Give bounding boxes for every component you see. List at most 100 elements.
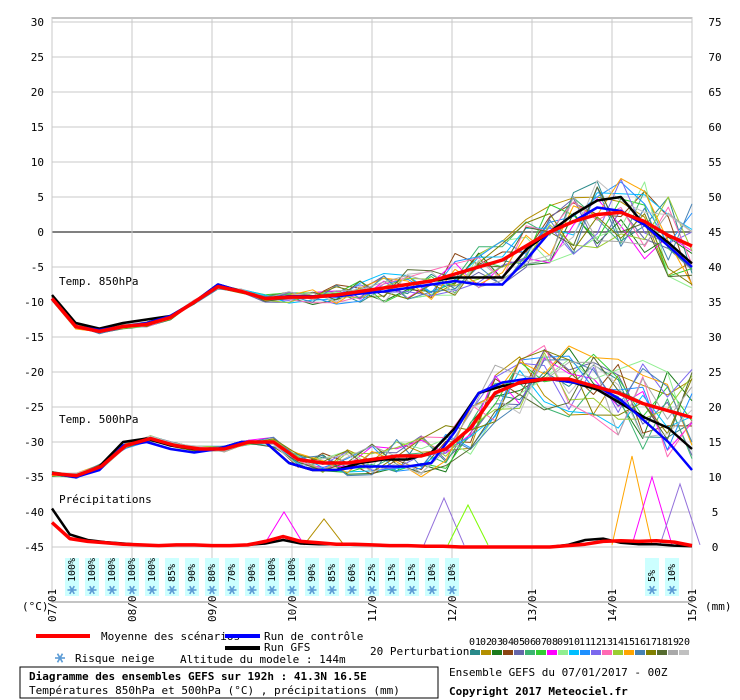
snowflake-center [350,588,354,592]
axes: 302520151050-5-10-15-20-25-30-35-40-4575… [24,16,722,622]
perturbation-id: 11 [579,637,591,648]
perturbation-swatch [470,650,480,655]
legend-mean-label: Moyenne des scénarios [101,630,240,643]
y-tick-label-right: 65 [708,86,721,99]
perturbation-id: 02 [480,637,492,648]
y-tick-label-left: 20 [31,86,44,99]
snowflake-center [210,588,214,592]
snowflake-center [450,588,454,592]
snowflake-icon [127,585,137,595]
y-tick-label-right: 5 [712,506,719,519]
altitude-label: Altitude du modele : 144m [180,653,346,666]
snowflake-icon [447,585,457,595]
snow-risk-pct: 15% [387,564,398,582]
snowflake-center [410,588,414,592]
snowflake-icon [327,585,337,595]
perturbation-t500-line [52,355,693,476]
snow-risk-box [325,558,339,596]
y-tick-label-left: -45 [24,541,44,554]
snow-risk-box [445,558,459,596]
snow-risk-box [645,558,659,596]
snowflake-icon [247,585,257,595]
perturbation-swatch [481,650,491,655]
snow-risk-box [185,558,199,596]
snowflake-icon [207,585,217,595]
perturbation-precip-spike [303,518,345,546]
snowflake-center [70,588,74,592]
snow-risk-pct: 100% [127,558,138,582]
perturbation-id: 08 [546,637,558,648]
snow-risk-pct: 85% [327,564,338,582]
snow-risk-box [285,558,299,596]
snow-risk-pct: 25% [367,564,378,582]
perturbation-swatch [624,650,634,655]
y-tick-label-right: 40 [708,261,721,274]
perturbation-precip-spike [611,455,653,546]
snow-risk-pct: 100% [267,558,278,582]
snowflake-center [250,588,254,592]
perturbation-id: 20 [678,637,690,648]
snow-risk-box [405,558,419,596]
x-tick-label: 10/01 [286,589,299,622]
y-tick-label-right: 75 [708,16,721,29]
perturbation-swatch [635,650,645,655]
perturbation-id: 19 [667,637,679,648]
perturbation-swatch [679,650,689,655]
perturbation-id: 06 [524,637,536,648]
snowflake-center [230,588,234,592]
snow-risk-pct: 100% [67,558,78,582]
y-tick-label-right: 45 [708,226,721,239]
section-label-t500: Temp. 500hPa [59,413,138,426]
snowflake-center [370,588,374,592]
snowflake-icon [427,585,437,595]
t850-mean-line [50,210,693,334]
snowflake-icon [67,585,77,595]
snow-risk-pct: 100% [107,558,118,582]
y-tick-label-right: 30 [708,331,721,344]
snowflake-center [650,588,654,592]
perturbation-id: 15 [623,637,635,648]
snowflake-icon [87,585,97,595]
y-tick-label-left: 15 [31,121,44,134]
grid [51,17,693,603]
snowflake-center [190,588,194,592]
y-tick-label-right: 35 [708,296,721,309]
perturbation-swatch [514,650,524,655]
snow-risk-box [85,558,99,596]
y-tick-label-right: 0 [712,541,719,554]
snowflake-icon [667,585,677,595]
snow-risk-pct: 10% [667,564,678,582]
snow-risk-pct: 15% [407,564,418,582]
snow-risk-pct: 80% [207,564,218,582]
right-axis-unit: (mm) [705,600,732,613]
snow-risk-box [385,558,399,596]
y-tick-label-left: -15 [24,331,44,344]
snowflake-center [290,588,294,592]
snowflake-icon [147,585,157,595]
snowflake-icon [107,585,117,595]
x-tick-label: 12/01 [446,589,459,622]
perturbation-id: 03 [491,637,503,648]
perturbation-id: 05 [513,637,525,648]
snow-risk-pct: 85% [167,564,178,582]
snow-risk-box [305,558,319,596]
snow-risk-pct: 90% [307,564,318,582]
snowflake-center [110,588,114,592]
y-tick-label-right: 55 [708,156,721,169]
snowflake-center [670,588,674,592]
perturbation-id: 07 [535,637,547,648]
y-tick-label-right: 60 [708,121,721,134]
snowflake-icon [55,653,65,663]
perturbation-swatch [580,650,590,655]
snow-risk-box [365,558,379,596]
y-tick-label-left: -25 [24,401,44,414]
perturbation-id: 09 [557,637,569,648]
perturbation-id: 14 [612,637,624,648]
x-tick-label: 13/01 [526,589,539,622]
perturbation-swatch [558,650,568,655]
snowflake-center [430,588,434,592]
snow-risk-box [145,558,159,596]
snow-risk-box [125,558,139,596]
